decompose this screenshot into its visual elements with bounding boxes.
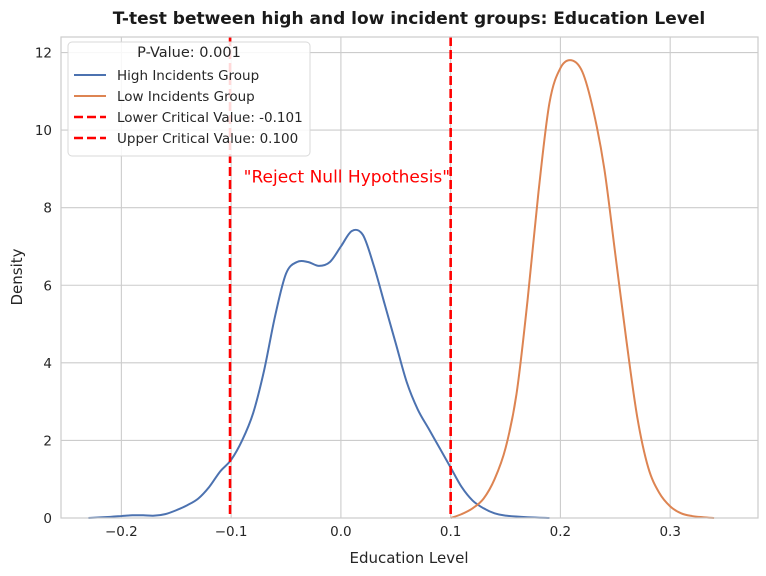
y-tick-label: 10 <box>35 123 52 139</box>
x-axis-ticks: −0.2 −0.1 0.0 0.1 0.2 0.3 <box>105 524 681 540</box>
y-axis-label: Density <box>8 248 26 305</box>
legend-box <box>67 41 311 157</box>
y-tick-label: 12 <box>35 46 52 62</box>
legend-entries: High Incidents Group Low Incidents Group L… <box>74 68 303 147</box>
x-axis-label: Education Level <box>349 549 468 567</box>
reject-null-annotation: "Reject Null Hypothesis" <box>244 168 450 188</box>
y-tick-label: 0 <box>43 511 52 527</box>
y-axis-ticks: 0 2 4 6 8 10 12 <box>35 46 52 527</box>
legend: P-Value: 0.001 High Incidents Group Low I… <box>67 41 311 157</box>
legend-title: P-Value: 0.001 <box>137 45 241 61</box>
legend-label: Low Incidents Group <box>117 89 255 105</box>
high-incidents-group-density-line <box>88 228 550 519</box>
legend-label: Upper Critical Value: 0.100 <box>117 131 298 147</box>
x-tick-label: 0.0 <box>330 524 351 540</box>
y-tick-label: 8 <box>43 201 52 217</box>
x-tick-label: 0.1 <box>440 524 461 540</box>
low-incidents-group-density-line <box>450 59 715 519</box>
chart-title: T-test between high and low incident gro… <box>113 9 705 29</box>
x-tick-label: −0.1 <box>215 524 248 540</box>
plot-frame <box>60 36 759 519</box>
legend-label: High Incidents Group <box>117 68 259 84</box>
y-tick-label: 4 <box>43 356 52 372</box>
legend-label: Lower Critical Value: -0.101 <box>117 110 303 126</box>
y-tick-label: 6 <box>43 278 52 294</box>
x-tick-label: −0.2 <box>105 524 138 540</box>
series-layer <box>88 59 715 519</box>
x-tick-label: 0.3 <box>659 524 680 540</box>
x-tick-label: 0.2 <box>550 524 571 540</box>
y-tick-label: 2 <box>43 433 52 449</box>
